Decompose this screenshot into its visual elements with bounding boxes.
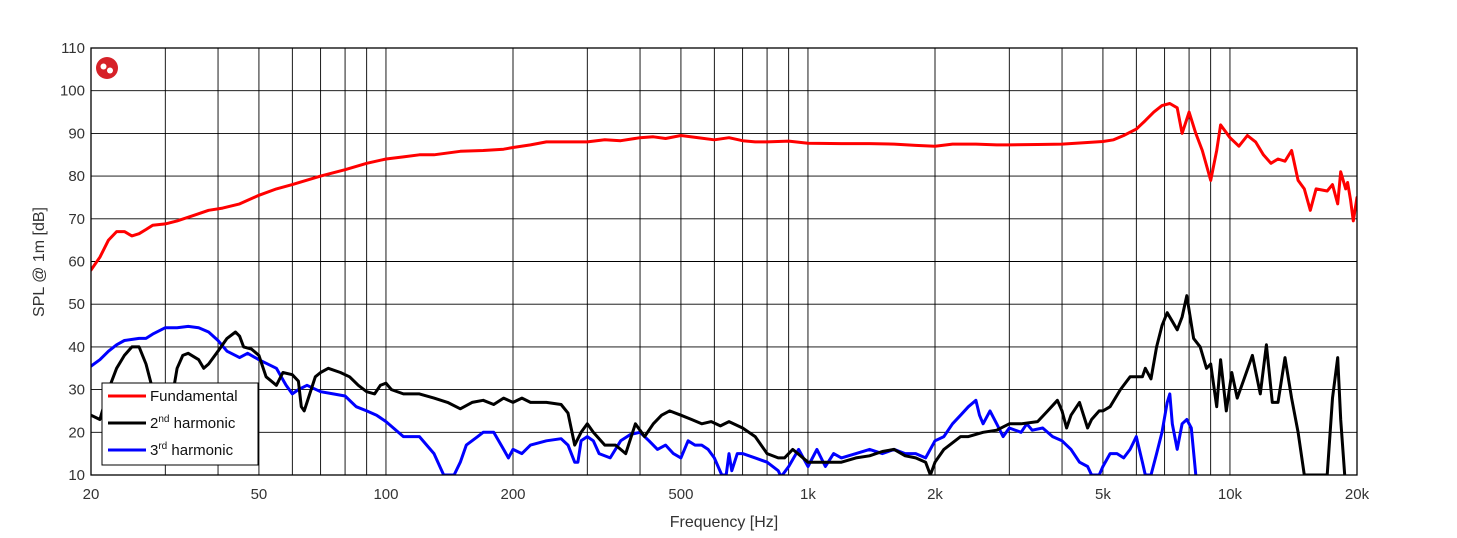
y-tick-label: 20 (68, 424, 85, 441)
y-tick-label: 10 (68, 467, 85, 484)
x-tick-label: 50 (251, 486, 268, 503)
legend: Fundamental 2nd harmonic 3rd harmonic (101, 382, 259, 466)
logo-badge (96, 57, 118, 79)
plot-frame (90, 47, 1358, 476)
series-line-fundamental (91, 102, 1357, 272)
y-tick-label: 110 (61, 40, 85, 57)
legend-label-2nd-harmonic: 2nd harmonic (150, 414, 236, 432)
y-tick-label: 30 (68, 382, 85, 399)
series-line-2nd-harmonic (91, 294, 1347, 475)
y-tick-label: 70 (68, 211, 85, 228)
x-tick-label: 1k (800, 486, 816, 503)
x-tick-label: 100 (373, 486, 398, 503)
y-tick-label: 100 (60, 83, 85, 100)
x-tick-label: 20k (1345, 486, 1370, 503)
legend-label-fundamental: Fundamental (150, 388, 238, 405)
x-tick-labels: 20 50 100 200 500 1k 2k 5k 10k 20k (83, 486, 1370, 503)
y-tick-label: 90 (68, 125, 85, 142)
y-tick-label: 60 (68, 254, 85, 271)
y-tick-labels: 10 20 30 40 50 60 70 80 90 100 110 (60, 40, 85, 484)
legend-label-3rd-harmonic: 3rd harmonic (150, 441, 234, 459)
x-tick-label: 2k (927, 486, 943, 503)
y-tick-label: 80 (68, 168, 85, 185)
x-tick-label: 200 (500, 486, 525, 503)
x-axis-label: Frequency [Hz] (670, 514, 778, 531)
x-tick-label: 5k (1095, 486, 1111, 503)
y-tick-label: 40 (68, 339, 85, 356)
x-tick-label: 500 (668, 486, 693, 503)
y-tick-label: 50 (68, 296, 85, 313)
x-tick-label: 20 (83, 486, 100, 503)
grid (91, 48, 1357, 475)
curves (91, 102, 1357, 475)
y-axis-label: SPL @ 1m [dB] (31, 207, 48, 317)
x-tick-label: 10k (1218, 486, 1243, 503)
